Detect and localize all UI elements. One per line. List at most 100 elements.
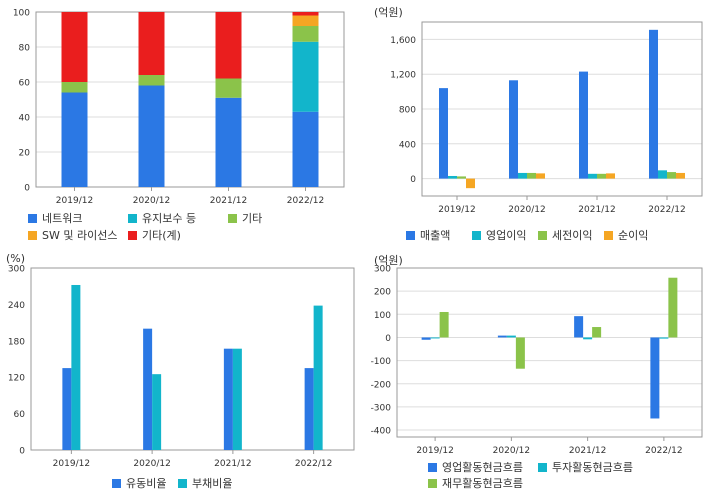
legend-swatch: [228, 214, 237, 223]
income-chart: 0 400 800 1,200 1,600 2019/12 2020/12 2021/12 20…: [390, 21, 703, 215]
bar: [421, 337, 431, 340]
x-tick-label: 2022/12: [287, 196, 324, 205]
legend-item: 매출액: [406, 230, 450, 242]
y-tick-label: 60: [14, 410, 26, 420]
y-tick-label: -400: [371, 427, 392, 437]
bar: [62, 368, 72, 450]
y-tick-label: -100: [371, 357, 392, 367]
bar: [527, 172, 536, 179]
legend-label: 영업이익: [486, 229, 527, 242]
bar-segment: [61, 92, 88, 187]
legend-label: 네트워크: [42, 212, 83, 225]
bar-segment: [215, 12, 242, 79]
x-tick-label: 2019/12: [438, 205, 475, 215]
cashflow-chart-panel: (억원) -400 -300 -200 -100 0 100 200 300 2019/12 20…: [360, 250, 720, 496]
bar: [592, 327, 602, 338]
y-tick-label: 120: [8, 374, 25, 384]
bar: [497, 335, 507, 338]
x-tick-label: 2020/12: [133, 459, 170, 469]
plot-frame: [35, 11, 345, 188]
y-tick-label: 0: [24, 184, 30, 194]
bar-segment: [138, 85, 165, 187]
legend-swatch: [128, 214, 137, 223]
bar-segment: [292, 41, 319, 112]
legend-label: SW 및 라이선스: [42, 229, 118, 242]
cashflow-chart: -400 -300 -200 -100 0 100 200 300 2019/12 2020/12…: [371, 265, 703, 456]
legend-swatch: [472, 231, 481, 240]
x-tick-label: 2020/12: [133, 196, 170, 205]
y-tick-label: -300: [371, 403, 392, 413]
revenue-mix-chart: 0 20 40 60 80 100 2019/12 2020/12 2021/12 2022/12: [13, 9, 345, 205]
ratio-chart: 0 60 120 180 240 300 2019/12 2020/12 2021/12 2022…: [8, 265, 355, 469]
bar: [515, 337, 525, 369]
bar: [518, 172, 527, 179]
y-tick-label: 40: [19, 114, 31, 124]
y-tick-label: 300: [374, 265, 391, 275]
bar: [659, 337, 669, 339]
x-tick-label: 2022/12: [295, 459, 332, 469]
ratio-chart-panel: (%) 0 60 120 180 240 300 2019/12 2020/12 2021/12…: [0, 250, 360, 496]
x-tick-label: 2022/12: [648, 205, 685, 215]
x-tick-label: 2020/12: [493, 446, 530, 456]
legend-swatch: [28, 214, 37, 223]
bar-segment: [61, 82, 88, 93]
bar: [658, 170, 667, 179]
bar-segment: [292, 111, 319, 187]
legend-label: 영업활동현금흐름: [442, 461, 523, 474]
legend-label: 유동비율: [126, 477, 167, 490]
bar: [304, 368, 314, 450]
legend-item: 세전이익: [538, 230, 592, 242]
x-tick-label: 2022/12: [645, 446, 682, 456]
bar: [588, 173, 597, 179]
legend-label: 재무활동현금흐름: [442, 477, 523, 490]
bar: [583, 337, 593, 340]
legend-item: 영업이익: [472, 230, 526, 242]
bar-segment: [138, 12, 165, 75]
legend-swatch: [178, 479, 187, 488]
legend-label: 세전이익: [552, 229, 593, 242]
x-tick-label: 2021/12: [210, 196, 247, 205]
x-tick-label: 2021/12: [214, 459, 251, 469]
y-tick-label: 240: [8, 301, 25, 311]
legend-item: 순이익: [604, 230, 648, 242]
ratio-legend: 유동비율 부채비율: [0, 250, 360, 496]
legend-item: SW 및 라이선스: [28, 230, 117, 242]
x-tick-label: 2019/12: [53, 459, 90, 469]
y-tick-label: 800: [399, 106, 416, 116]
y-tick-label: 300: [8, 265, 25, 275]
legend-swatch: [538, 463, 547, 472]
bar: [152, 374, 162, 450]
income-legend: 매출액 영업이익 세전이익 순이익: [360, 0, 720, 250]
bar: [574, 316, 584, 338]
bar: [606, 173, 615, 179]
bar: [676, 172, 685, 179]
legend-label: 부채비율: [192, 477, 233, 490]
legend-swatch: [112, 479, 121, 488]
revenue-mix-legend: 네트워크 유지보수 등 기타 SW 및 라이선스 기타(계): [0, 0, 360, 250]
bar: [667, 172, 676, 179]
bar-segment: [292, 12, 319, 16]
y-tick-label: 400: [399, 140, 416, 150]
x-tick-label: 2021/12: [569, 446, 606, 456]
bar: [579, 71, 588, 179]
legend-swatch: [128, 231, 137, 240]
y-tick-label: 0: [410, 175, 416, 185]
legend-swatch: [428, 479, 437, 488]
bar: [668, 277, 678, 338]
legend-item: 네트워크: [28, 213, 82, 225]
cashflow-legend: 영업활동현금흐름 투자활동현금흐름 재무활동현금흐름: [360, 250, 720, 496]
legend-swatch: [604, 231, 613, 240]
bar: [649, 29, 658, 179]
bar: [143, 328, 153, 450]
bar: [466, 178, 475, 189]
legend-label: 순이익: [618, 229, 649, 242]
legend-item: 영업활동현금흐름: [428, 462, 523, 474]
legend-item: 기타: [228, 213, 262, 225]
y-tick-label: 80: [19, 44, 31, 54]
bar: [223, 348, 233, 450]
y-tick-label: 1,600: [390, 36, 416, 46]
legend-item: 투자활동현금흐름: [538, 462, 633, 474]
legend-label: 유지보수 등: [142, 212, 197, 225]
y-tick-label: 100: [13, 9, 30, 19]
unit-label: (%): [6, 252, 26, 265]
